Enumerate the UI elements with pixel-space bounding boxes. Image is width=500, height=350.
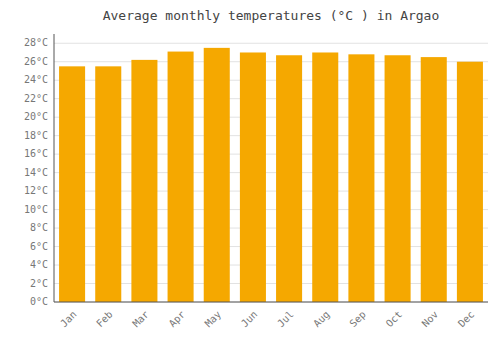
y-tick-label: 12°C xyxy=(24,185,48,196)
y-tick-label: 20°C xyxy=(24,111,48,122)
x-tick-label: Jun xyxy=(239,309,260,330)
y-tick-label: 26°C xyxy=(24,56,48,67)
grid-line xyxy=(54,43,488,44)
y-tick-label: 0°C xyxy=(30,296,48,307)
x-tick-label: Jul xyxy=(275,309,296,330)
x-tick-label: Aug xyxy=(311,309,332,330)
bar xyxy=(276,55,302,302)
y-tick-label: 28°C xyxy=(24,37,48,48)
x-tick-label: Mar xyxy=(130,309,151,330)
bar xyxy=(204,48,230,302)
x-axis-line xyxy=(54,302,488,303)
y-tick-label: 2°C xyxy=(30,278,48,289)
y-tick-label: 18°C xyxy=(24,130,48,141)
bar xyxy=(168,52,194,302)
x-ticks: Jan Feb Mar Apr May Jun Jul Aug Sep Oct Nov Dec xyxy=(58,309,476,330)
title: Average monthly temperatures (°C ) in Ar… xyxy=(103,8,440,23)
x-tick-label: Oct xyxy=(384,309,405,330)
y-tick-label: 6°C xyxy=(30,241,48,252)
y-tick-label: 14°C xyxy=(24,167,48,178)
y-ticks: 0°C 2°C 4°C 6°C 8°C 10°C 12°C 14°C 16°C 18°C 20°C 2… xyxy=(24,37,48,307)
bar xyxy=(457,62,483,302)
x-tick-label: Jan xyxy=(58,309,79,330)
y-tick-label: 24°C xyxy=(24,74,48,85)
y-axis-line xyxy=(54,34,55,302)
bar xyxy=(59,66,85,302)
grid xyxy=(54,43,488,302)
x-tick-label: Sep xyxy=(347,309,368,330)
x-tick-label: May xyxy=(203,309,224,330)
grid-line xyxy=(54,302,488,303)
y-tick-label: 4°C xyxy=(30,259,48,270)
chart: 0°C 2°C 4°C 6°C 8°C 10°C 12°C 14°C 16°C 18°C 20°C 2… xyxy=(0,0,500,350)
y-tick-label: 10°C xyxy=(24,204,48,215)
bar xyxy=(240,52,266,302)
bar xyxy=(348,54,374,302)
bars xyxy=(59,48,483,302)
bar xyxy=(95,66,121,302)
x-tick-label: Apr xyxy=(167,309,188,330)
x-tick-label: Feb xyxy=(94,309,115,330)
y-tick-label: 8°C xyxy=(30,222,48,233)
bar xyxy=(421,57,447,302)
x-tick-label: Dec xyxy=(456,309,477,330)
x-tick-label: Nov xyxy=(420,309,441,330)
bar xyxy=(312,52,338,302)
bar xyxy=(385,55,411,302)
y-tick-label: 16°C xyxy=(24,148,48,159)
bar xyxy=(131,60,157,302)
y-tick-label: 22°C xyxy=(24,93,48,104)
